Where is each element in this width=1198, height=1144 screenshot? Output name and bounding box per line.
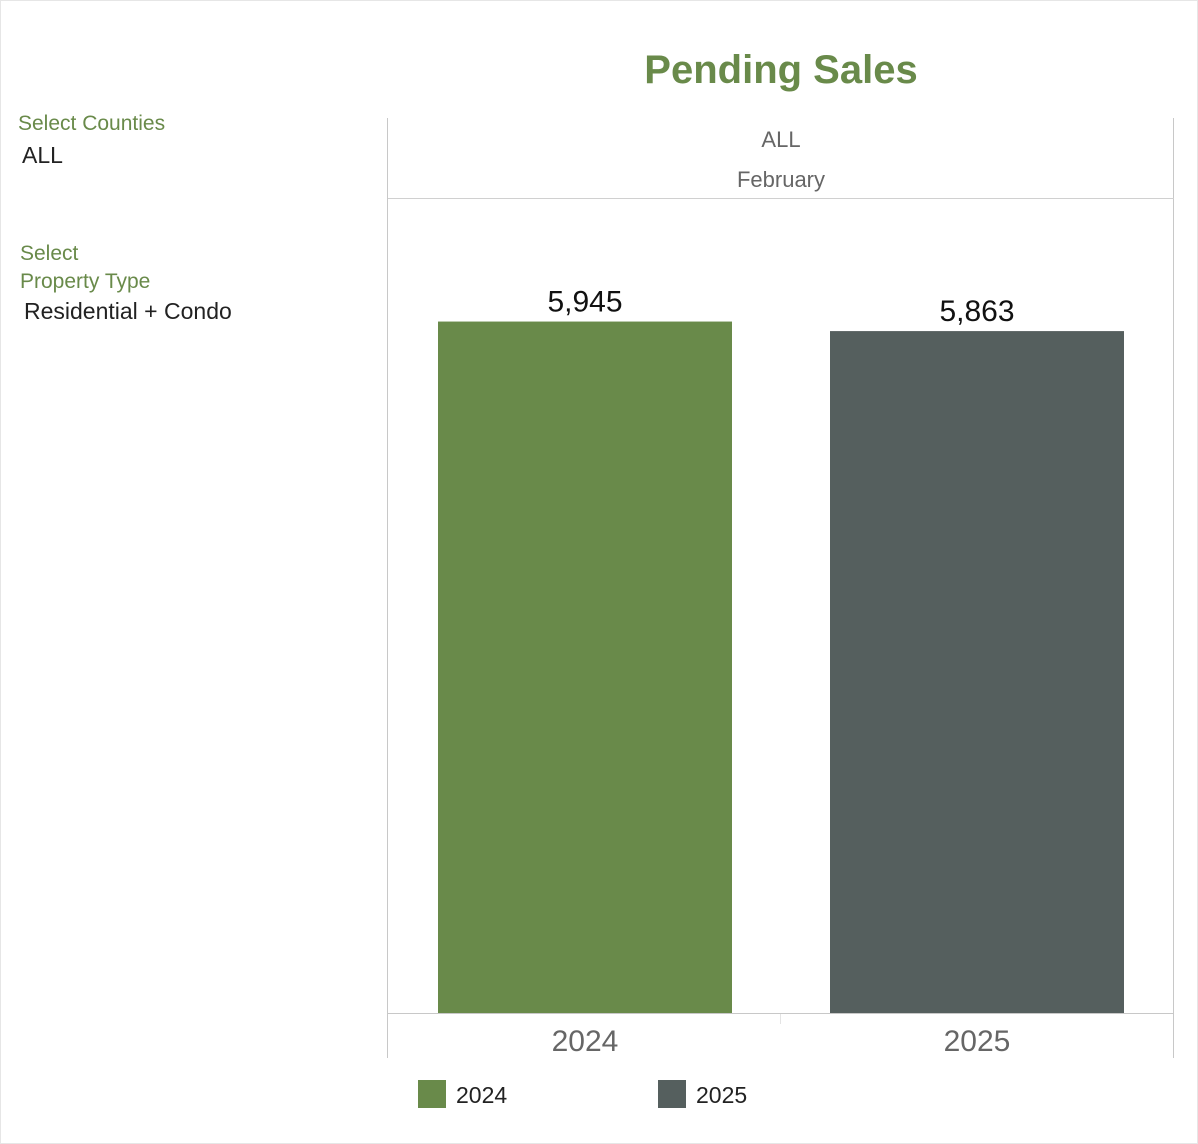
legend-label-2024: 2024 [456,1082,508,1108]
header-divider [388,198,1174,199]
category-divider [780,1014,781,1024]
legend-swatch-2025 [658,1080,686,1108]
chart-left-border [387,118,388,1058]
chart-right-border [1173,118,1174,1058]
x-tick-label-2025: 2025 [944,1025,1011,1058]
counties-filter-value[interactable]: ALL [22,142,63,168]
region-header: ALL [761,127,801,152]
legend-swatch-2024 [418,1080,446,1108]
legend-label-2025: 2025 [696,1082,748,1108]
x-tick-label-2024: 2024 [552,1025,619,1058]
select-property-type-label-line1: Select [20,242,79,265]
select-counties-label: Select Counties [18,112,166,135]
chart-title: Pending Sales [644,48,918,92]
x-axis-line [388,1013,1174,1014]
bar-chart: 5,945 2024 5,863 2025 [438,286,1124,1058]
bar-2025[interactable] [830,331,1124,1013]
bar-2024[interactable] [438,321,732,1013]
data-label-2025: 5,863 [939,295,1014,328]
property-type-filter-value[interactable]: Residential + Condo [24,298,232,324]
data-label-2024: 5,945 [547,286,622,319]
select-property-type-label-line2: Property Type [20,270,151,293]
month-header: February [736,167,826,192]
